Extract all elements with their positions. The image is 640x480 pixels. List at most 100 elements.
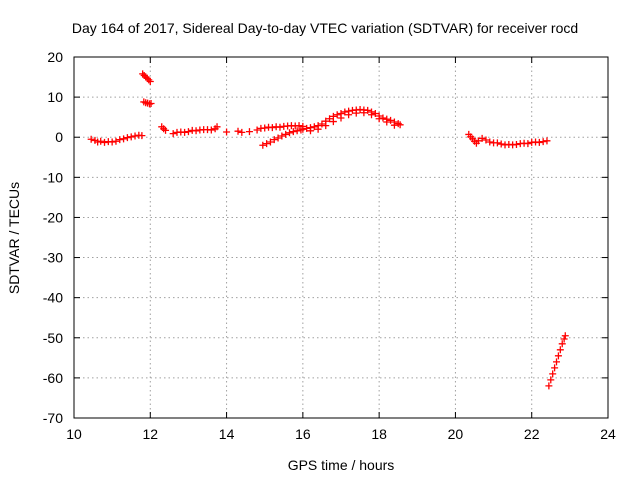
data-point <box>108 138 116 146</box>
data-point <box>383 118 391 126</box>
data-point <box>268 124 276 132</box>
data-point <box>131 132 139 140</box>
data-point <box>478 134 486 142</box>
data-point <box>310 123 318 131</box>
data-point <box>337 114 345 122</box>
data-point <box>556 346 564 354</box>
data-point <box>549 370 557 378</box>
data-point <box>120 135 128 143</box>
data-point <box>184 128 192 136</box>
data-point <box>192 127 200 135</box>
data-point <box>270 136 278 144</box>
data-point <box>524 140 532 148</box>
data-point <box>486 138 494 146</box>
y-axis-label: SDTVAR / TECUs <box>6 182 22 294</box>
x-tick-label: 20 <box>448 426 464 442</box>
data-points <box>87 70 569 390</box>
data-point <box>539 138 547 146</box>
x-tick-label: 22 <box>524 426 540 442</box>
data-point <box>143 74 151 82</box>
data-point <box>561 332 569 340</box>
data-point <box>146 77 154 85</box>
data-point <box>497 140 505 148</box>
data-point <box>245 128 253 136</box>
data-point <box>94 138 102 146</box>
data-point <box>116 136 124 144</box>
data-point <box>326 115 334 123</box>
data-point <box>333 111 341 119</box>
data-point <box>474 137 482 145</box>
data-point <box>493 139 501 147</box>
data-point <box>379 114 387 122</box>
data-point <box>282 130 290 138</box>
data-point <box>213 123 221 131</box>
data-point <box>169 130 177 138</box>
data-point <box>162 126 170 134</box>
axis-ticks <box>73 56 609 419</box>
y-tick-label: 10 <box>47 89 63 105</box>
data-point <box>145 76 153 84</box>
data-point <box>482 136 490 144</box>
data-point <box>364 106 372 114</box>
data-point <box>261 124 269 132</box>
data-point <box>276 123 284 131</box>
data-point <box>295 122 303 130</box>
data-point <box>259 141 267 149</box>
x-tick-label: 14 <box>219 426 235 442</box>
x-axis-label: GPS time / hours <box>288 457 395 473</box>
data-point <box>371 110 379 118</box>
data-point <box>368 111 376 119</box>
x-tick-label: 10 <box>66 426 82 442</box>
data-point <box>266 138 274 146</box>
data-point <box>286 129 294 137</box>
y-tick-label: -50 <box>43 330 63 346</box>
y-tick-label: -70 <box>43 410 63 426</box>
y-tick-label: -40 <box>43 290 63 306</box>
data-point <box>207 126 215 134</box>
data-point <box>512 140 520 148</box>
data-point <box>87 135 95 143</box>
data-point <box>545 382 553 390</box>
data-point <box>390 121 398 129</box>
data-point <box>101 138 109 146</box>
data-point <box>322 122 330 130</box>
data-point <box>352 109 360 117</box>
data-point <box>547 376 555 384</box>
data-point <box>560 335 568 343</box>
data-point <box>341 108 349 116</box>
data-point <box>345 111 353 119</box>
x-tick-label: 24 <box>600 426 616 442</box>
x-tick-label: 18 <box>371 426 387 442</box>
chart-title: Day 164 of 2017, Sidereal Day-to-day VTE… <box>72 20 578 36</box>
data-point <box>553 358 561 366</box>
data-point <box>274 134 282 142</box>
data-point <box>278 132 286 140</box>
data-point <box>543 137 551 145</box>
data-point <box>306 127 314 135</box>
data-point <box>253 126 261 134</box>
data-point <box>127 133 135 141</box>
y-tick-label: 20 <box>47 49 63 65</box>
plot-frame <box>73 56 609 419</box>
y-tick-label: -30 <box>43 250 63 266</box>
data-point <box>535 138 543 146</box>
data-point <box>303 124 311 132</box>
y-tick-label: -60 <box>43 370 63 386</box>
data-point <box>289 128 297 136</box>
data-point <box>234 127 242 135</box>
data-point <box>223 128 231 136</box>
data-point <box>97 137 105 145</box>
x-tick-label: 12 <box>142 426 158 442</box>
data-point <box>299 125 307 133</box>
data-point <box>558 340 566 348</box>
data-point <box>139 70 147 78</box>
data-point <box>181 128 189 136</box>
data-point <box>263 140 271 148</box>
data-point <box>554 352 562 360</box>
y-tick-label: -20 <box>43 209 63 225</box>
data-point <box>123 134 131 142</box>
data-point <box>293 127 301 135</box>
grid <box>74 57 608 418</box>
data-point <box>551 364 559 372</box>
